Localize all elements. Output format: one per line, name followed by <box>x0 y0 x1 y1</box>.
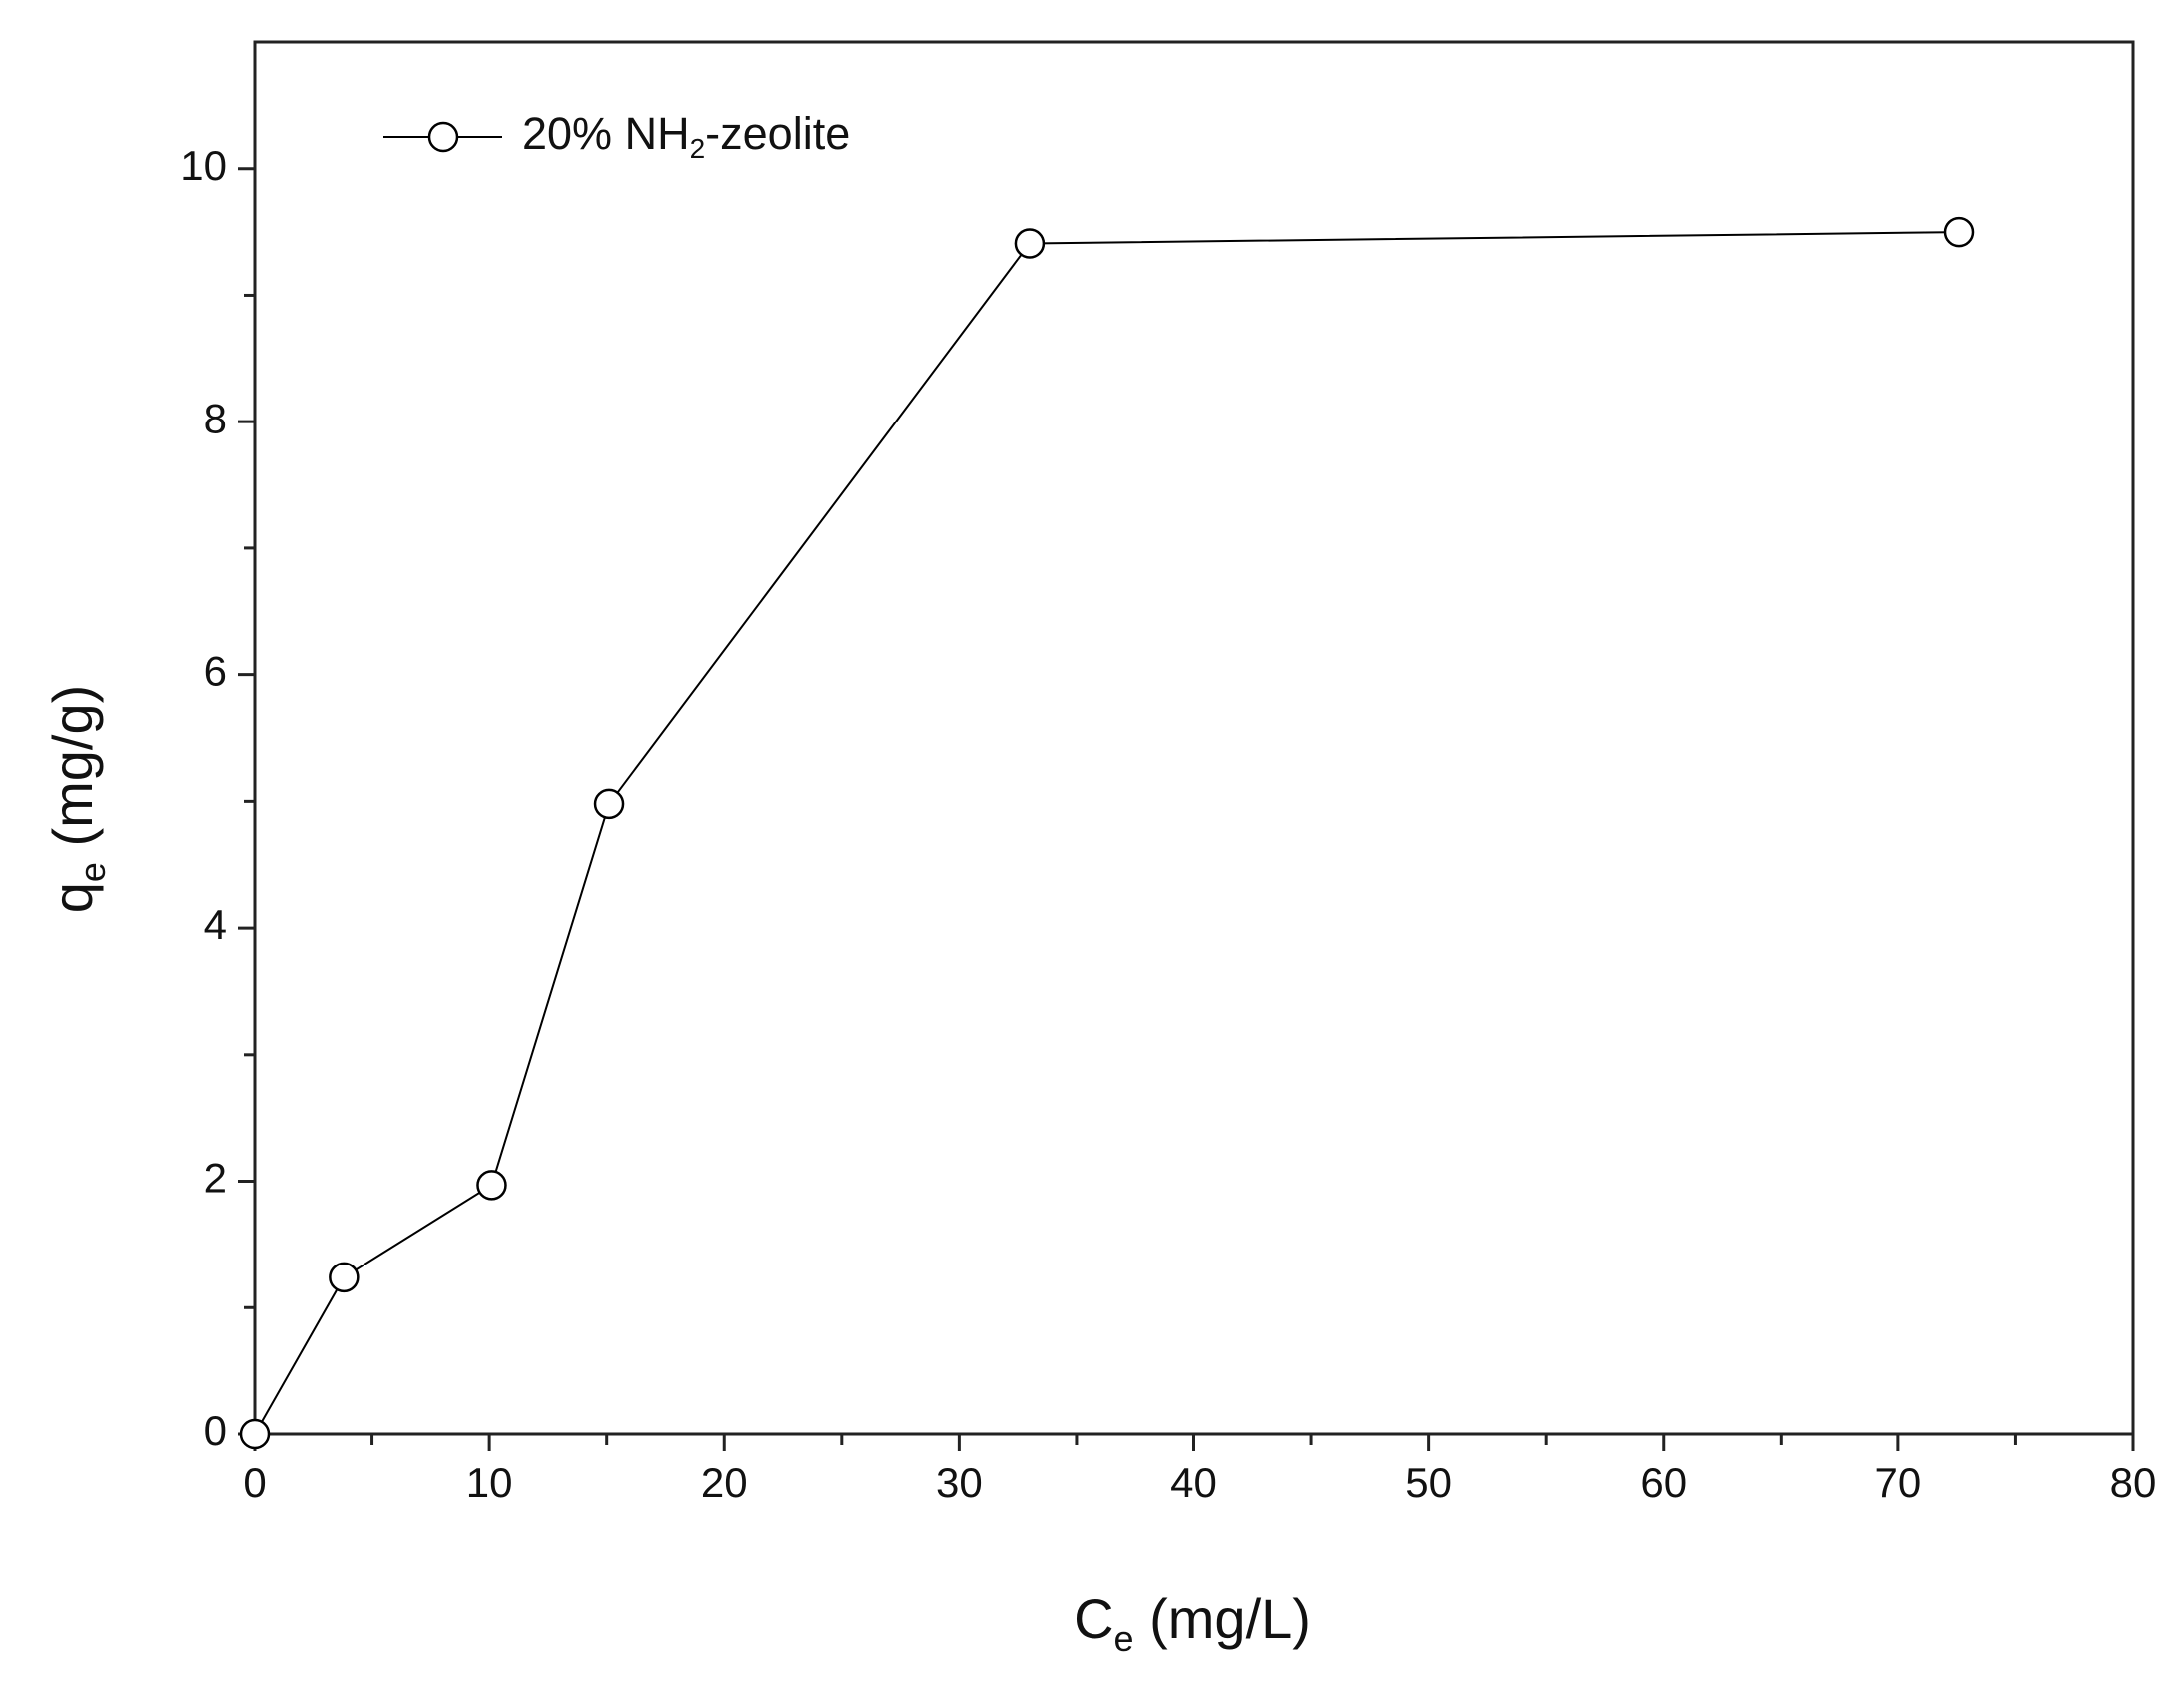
legend-text: 20% NH <box>522 108 690 159</box>
y-tick-label: 0 <box>204 1407 227 1454</box>
y-tick-label: 2 <box>204 1155 227 1202</box>
x-tick-label: 30 <box>936 1459 983 1506</box>
legend-label: 20% NH2-zeolite <box>522 108 850 165</box>
data-point <box>1014 228 1046 259</box>
x-label-sub: e <box>1114 1618 1134 1659</box>
x-tick-label: 0 <box>243 1459 266 1506</box>
data-point <box>329 1262 360 1293</box>
x-label-main: C <box>1074 1587 1113 1650</box>
legend-text: 2 <box>690 133 706 164</box>
x-tick-label: 60 <box>1640 1459 1687 1506</box>
x-label-unit: (mg/L) <box>1134 1587 1311 1650</box>
plot-frame <box>253 40 2135 1436</box>
data-point <box>239 1418 271 1450</box>
series-line <box>254 231 1960 1435</box>
legend-text: -zeolite <box>705 108 850 159</box>
x-axis-label: Ce (mg/L) <box>1074 1587 1311 1659</box>
x-tick-label: 20 <box>701 1459 748 1506</box>
x-tick-label: 70 <box>1875 1459 1922 1506</box>
x-tick-label: 40 <box>1170 1459 1217 1506</box>
data-point <box>593 788 625 820</box>
y-label-main: q <box>41 882 104 913</box>
x-tick-label: 80 <box>2110 1459 2157 1506</box>
y-label-unit: (mg/g) <box>41 685 104 862</box>
y-label-sub: e <box>72 862 113 882</box>
legend-marker <box>427 121 459 153</box>
data-point <box>1943 216 1975 248</box>
y-tick-label: 10 <box>180 142 227 189</box>
y-tick-label: 8 <box>204 395 227 441</box>
x-tick-label: 50 <box>1405 1459 1452 1506</box>
data-point <box>476 1170 507 1201</box>
y-tick-label: 4 <box>204 901 227 948</box>
y-axis-label: qe (mg/g) <box>41 685 113 914</box>
x-tick-label: 10 <box>466 1459 513 1506</box>
y-tick-label: 6 <box>204 648 227 695</box>
